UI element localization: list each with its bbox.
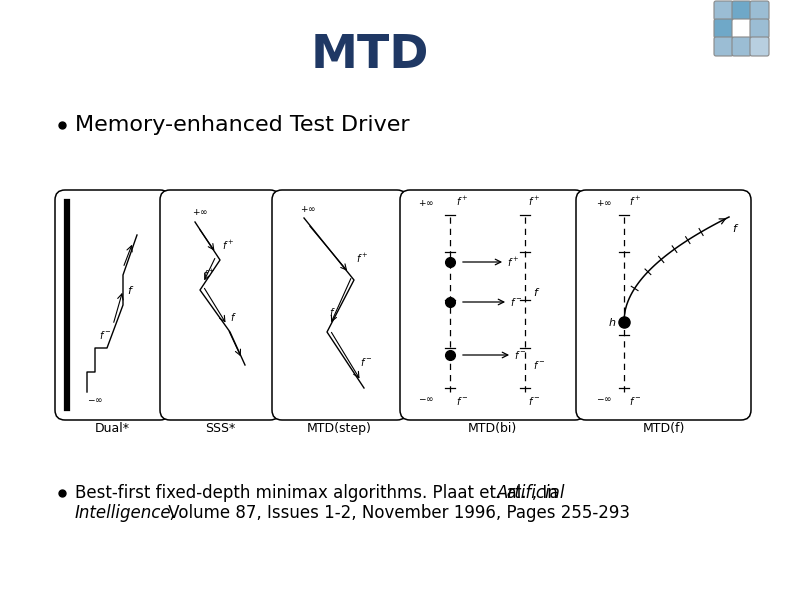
Text: $-\infty$: $-\infty$ (418, 395, 434, 404)
FancyBboxPatch shape (714, 37, 733, 56)
Text: Dual*: Dual* (95, 422, 130, 435)
Text: Memory-enhanced Test Driver: Memory-enhanced Test Driver (75, 115, 410, 135)
Text: $+\infty$: $+\infty$ (192, 207, 208, 217)
Text: $f^+$: $f^+$ (356, 252, 368, 265)
Text: Artificial: Artificial (496, 484, 565, 502)
Text: MTD(bi): MTD(bi) (468, 422, 517, 435)
Text: $f^-$: $f^-$ (528, 395, 541, 407)
FancyBboxPatch shape (160, 190, 280, 420)
Text: Best-first fixed-depth minimax algorithms. Plaat et. al. , In: Best-first fixed-depth minimax algorithm… (75, 484, 563, 502)
Text: $f^-$: $f^-$ (629, 395, 642, 407)
Text: $f^+$: $f^+$ (456, 195, 468, 208)
Text: $f^+$: $f^+$ (528, 195, 541, 208)
Text: $f^-$: $f^-$ (533, 359, 545, 371)
Text: $+\infty$: $+\infty$ (300, 204, 316, 214)
Text: $f^+$: $f^+$ (629, 195, 642, 208)
FancyBboxPatch shape (750, 1, 769, 20)
FancyBboxPatch shape (732, 19, 751, 38)
FancyBboxPatch shape (55, 190, 170, 420)
FancyBboxPatch shape (732, 1, 751, 20)
Text: Intelligence,: Intelligence, (75, 504, 177, 522)
FancyBboxPatch shape (732, 37, 751, 56)
Text: $f$: $f$ (230, 311, 237, 323)
Text: $f$: $f$ (127, 284, 134, 296)
FancyBboxPatch shape (714, 19, 733, 38)
Text: $f$: $f$ (533, 286, 540, 298)
FancyBboxPatch shape (750, 19, 769, 38)
Text: $f^-$: $f^-$ (360, 356, 372, 368)
Text: $h$: $h$ (607, 316, 616, 328)
Text: MTD(f): MTD(f) (642, 422, 684, 435)
FancyBboxPatch shape (272, 190, 407, 420)
Text: MTD: MTD (310, 33, 430, 77)
Text: $-\infty$: $-\infty$ (87, 396, 103, 405)
Text: Volume 87, Issues 1-2, November 1996, Pages 255-293: Volume 87, Issues 1-2, November 1996, Pa… (164, 504, 630, 522)
Text: $-\infty$: $-\infty$ (596, 395, 612, 404)
FancyBboxPatch shape (750, 37, 769, 56)
Text: $+\infty$: $+\infty$ (596, 198, 612, 208)
Text: SSS*: SSS* (205, 422, 235, 435)
Text: MTD(step): MTD(step) (307, 422, 372, 435)
Text: $f^-$: $f^-$ (99, 329, 111, 341)
Text: $f^-$: $f^-$ (510, 296, 522, 308)
Text: $f$: $f$ (329, 306, 336, 318)
FancyBboxPatch shape (576, 190, 751, 420)
Text: $f$: $f$ (732, 222, 739, 234)
Text: $+\infty$: $+\infty$ (418, 198, 434, 208)
FancyBboxPatch shape (400, 190, 585, 420)
Text: $f^-$: $f^-$ (456, 395, 468, 407)
FancyBboxPatch shape (714, 1, 733, 20)
Text: $f^+$: $f^+$ (203, 267, 215, 281)
Text: $f^+$: $f^+$ (222, 239, 234, 252)
Text: $f^+$: $f^+$ (507, 255, 519, 268)
Text: $f^-$: $f^-$ (514, 349, 526, 361)
